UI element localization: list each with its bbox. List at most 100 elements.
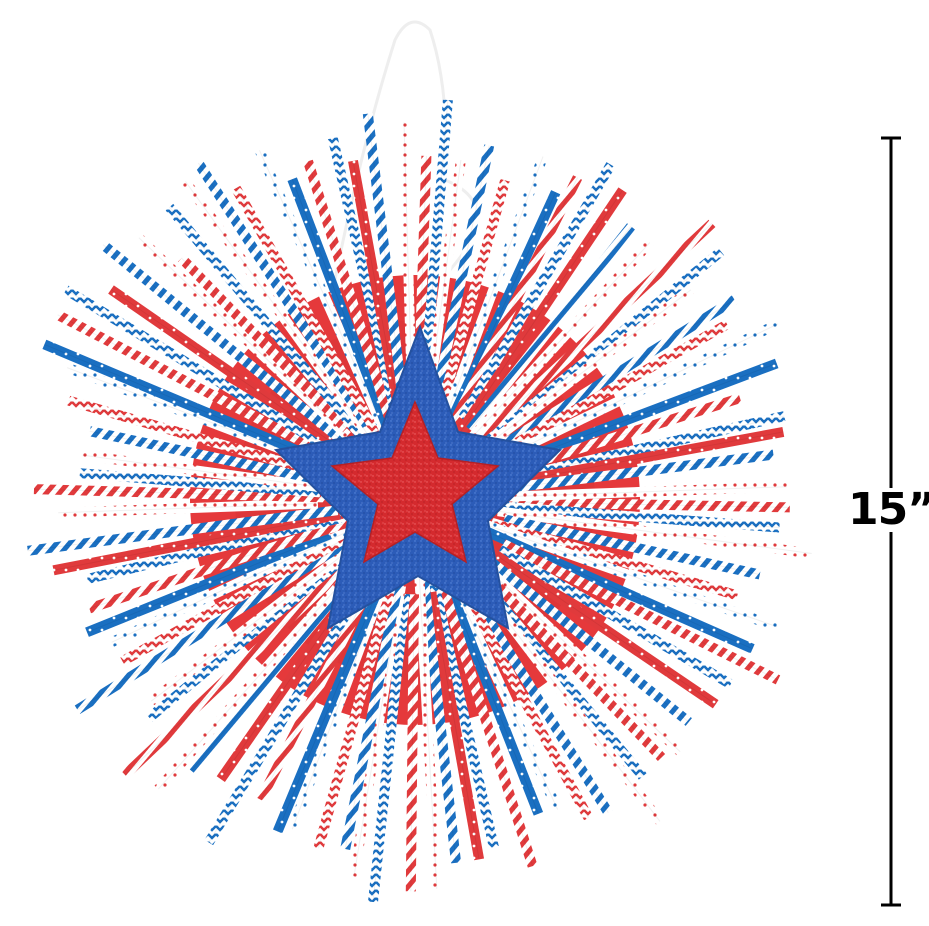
paper-straw-edge bbox=[124, 547, 366, 776]
paper-straw bbox=[368, 593, 411, 903]
paper-straw-edge bbox=[472, 242, 651, 438]
paper-straw-edge bbox=[185, 181, 369, 436]
paper-straw-edge bbox=[504, 518, 760, 575]
paper-straw-edge bbox=[457, 579, 589, 819]
paper-straw bbox=[272, 575, 388, 834]
paper-straw bbox=[81, 450, 349, 496]
paper-straw-edge bbox=[482, 545, 716, 705]
paper-straw bbox=[33, 484, 345, 503]
paper-straw-edge bbox=[89, 430, 333, 484]
paper-straw bbox=[178, 254, 350, 433]
paper-straw-edge bbox=[507, 454, 774, 489]
paper-straw bbox=[476, 319, 730, 469]
paper-straw-edge bbox=[496, 431, 784, 486]
paper-straw-edge bbox=[235, 188, 377, 433]
paper-straw bbox=[287, 590, 386, 831]
paper-straw bbox=[479, 541, 719, 709]
paper-straw bbox=[148, 545, 354, 706]
paper-straw bbox=[165, 203, 371, 446]
paper-straw bbox=[466, 219, 716, 453]
paper-straw-edge bbox=[469, 223, 713, 450]
paper-straw-edge bbox=[291, 179, 392, 437]
paper-straw-edge bbox=[87, 517, 342, 580]
paper-straw bbox=[461, 544, 684, 756]
paper-straw bbox=[58, 498, 319, 518]
paper-straw bbox=[313, 582, 397, 850]
paper-straw bbox=[109, 526, 350, 647]
paper-straw bbox=[362, 113, 412, 429]
paper-straw bbox=[254, 148, 393, 442]
paper-straw bbox=[348, 160, 405, 416]
paper-straw-edge bbox=[477, 521, 778, 628]
paper-straw-edge bbox=[464, 547, 681, 753]
paper-straw-edge bbox=[138, 237, 348, 437]
paper-straw bbox=[287, 177, 396, 439]
paper-straw-edge bbox=[372, 593, 406, 903]
paper-straw-edge bbox=[461, 164, 612, 420]
paper-straw bbox=[494, 501, 780, 533]
paper-straw-edge bbox=[150, 549, 351, 702]
paper-straw bbox=[475, 517, 779, 632]
paper-straw bbox=[479, 496, 790, 513]
paper-straw bbox=[85, 529, 332, 637]
paper-straw-edge bbox=[410, 594, 415, 892]
paper-straw-edge bbox=[494, 505, 780, 528]
paper-straw-edge bbox=[440, 581, 534, 867]
paper-straw-edge bbox=[86, 533, 331, 633]
paper-straw-edge bbox=[157, 565, 357, 790]
paper-straw-edge bbox=[422, 570, 457, 863]
paper-straw bbox=[108, 285, 346, 454]
paper-straw-edge bbox=[497, 510, 812, 554]
paper-straw-edge bbox=[260, 588, 370, 800]
paper-straw bbox=[231, 185, 381, 435]
paper-straw bbox=[52, 509, 341, 576]
paper-straw bbox=[468, 239, 654, 441]
paper-straw-edge bbox=[110, 289, 343, 451]
paper-straw bbox=[489, 319, 781, 468]
paper-straw bbox=[474, 522, 755, 654]
paper-straw-edge bbox=[466, 541, 690, 723]
paper-straw-edge bbox=[431, 145, 490, 422]
paper-straw bbox=[154, 562, 361, 793]
paper-straw bbox=[119, 530, 356, 666]
paper-straw bbox=[450, 187, 627, 444]
paper-straw bbox=[436, 580, 538, 868]
paper-straw bbox=[79, 468, 321, 498]
paper-straw-edge bbox=[259, 150, 389, 440]
paper-straw-edge bbox=[431, 575, 495, 848]
paper-straw bbox=[413, 564, 442, 890]
paper-straw bbox=[303, 159, 402, 444]
paper-straw-edge bbox=[44, 343, 336, 467]
paper-straw bbox=[497, 545, 734, 689]
paper-straw bbox=[340, 571, 406, 850]
paper-straw bbox=[458, 162, 616, 422]
paper-straw-edge bbox=[491, 522, 738, 596]
paper-straw-edge bbox=[79, 472, 321, 493]
paper-straw bbox=[497, 506, 813, 559]
paper-straw-edge bbox=[443, 156, 544, 424]
paper-straw-edge bbox=[498, 299, 735, 449]
paper-straw-edge bbox=[181, 257, 347, 430]
paper-straw bbox=[417, 569, 462, 864]
paper-straw bbox=[495, 426, 785, 490]
paper-straw-edge bbox=[317, 584, 393, 849]
paper-straw-edge bbox=[430, 592, 480, 860]
paper-straw-edge bbox=[58, 503, 318, 514]
paper-straw bbox=[439, 560, 563, 812]
paper-straw-edge bbox=[291, 591, 382, 830]
paper-straw bbox=[405, 594, 419, 892]
paper-straw bbox=[433, 555, 544, 816]
paper-straw bbox=[99, 240, 355, 453]
paper-straw-edge bbox=[495, 486, 787, 498]
paper-straw bbox=[463, 285, 694, 465]
paper-straw bbox=[426, 591, 485, 861]
paper-straw-edge bbox=[307, 161, 398, 443]
paper-straw-edge bbox=[478, 323, 728, 465]
paper-straw bbox=[490, 517, 739, 601]
paper-straw-edge bbox=[33, 488, 345, 499]
paper-straw bbox=[466, 223, 635, 433]
paper-straw bbox=[55, 310, 340, 465]
paper-straw bbox=[427, 574, 499, 849]
paper-straw-edge bbox=[442, 177, 579, 446]
